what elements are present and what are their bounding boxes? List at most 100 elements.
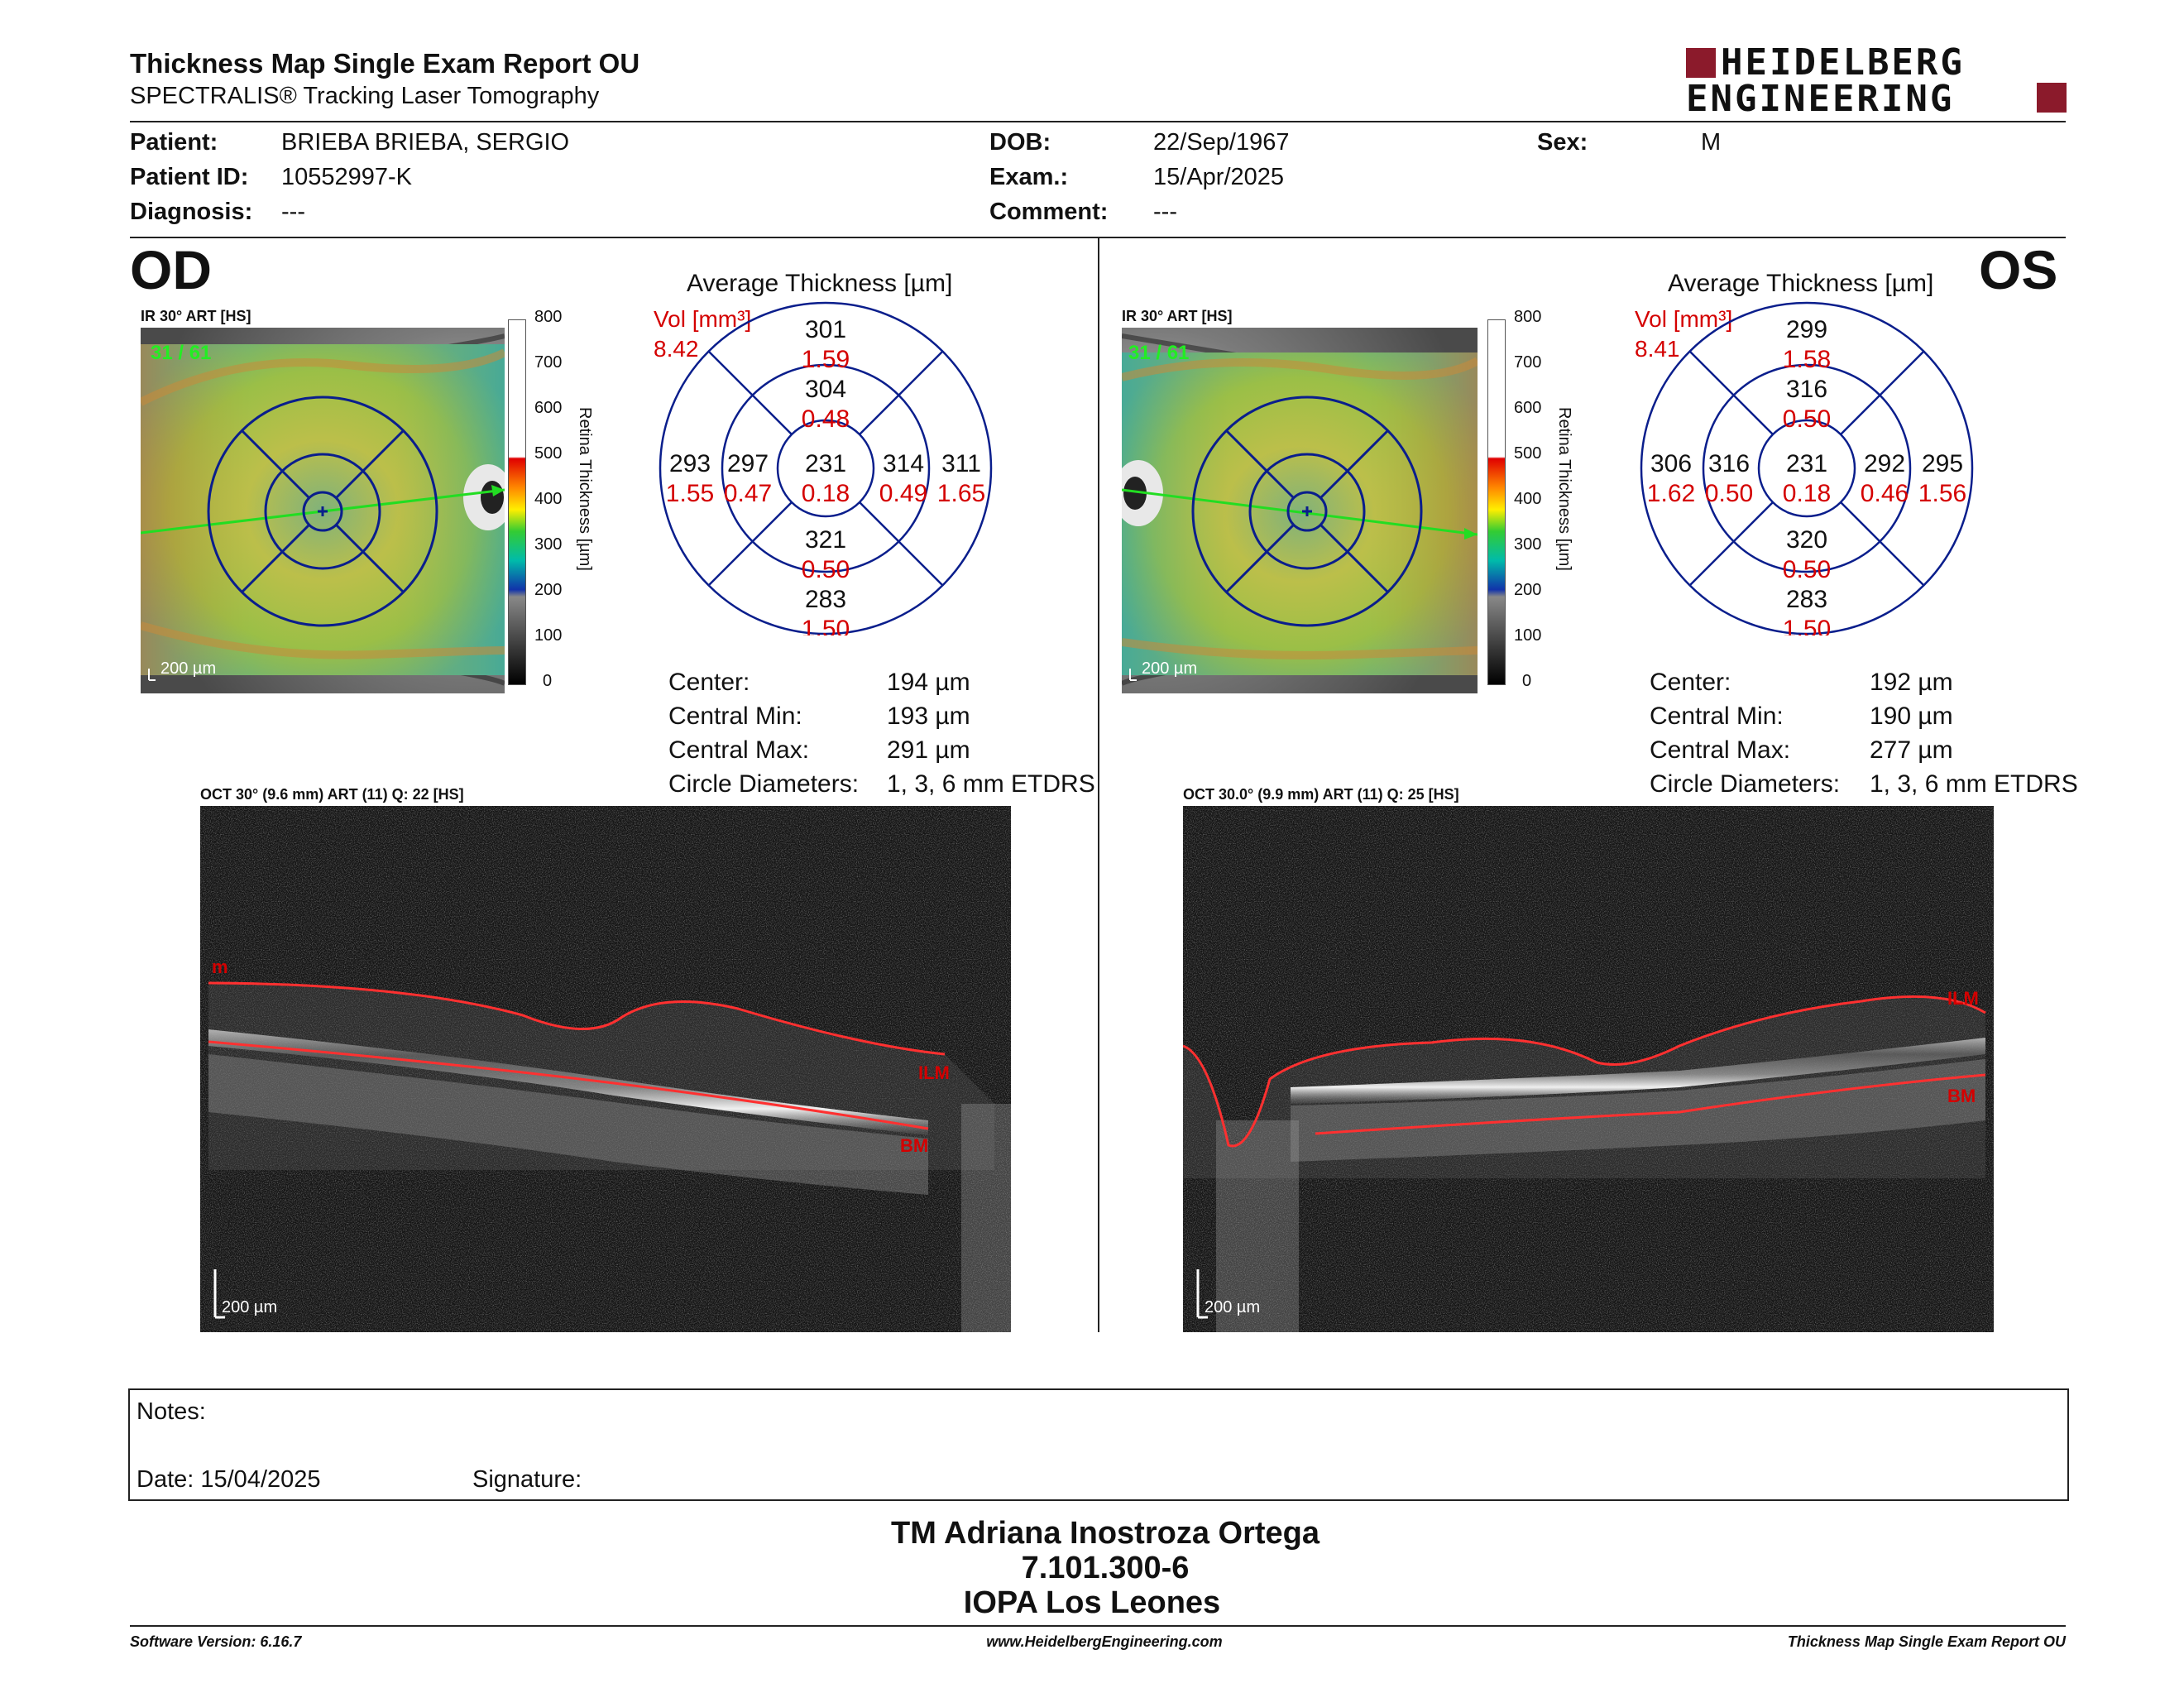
os-bm-line: [1315, 1073, 1986, 1135]
os-stat-label: Central Max:: [1650, 736, 1791, 764]
os-chart-title: Average Thickness [µm]: [1668, 270, 1934, 297]
od-inner-superior-thickness: 304: [805, 376, 846, 403]
exam-value: 15/Apr/2025: [1153, 164, 1285, 190]
os-fundus-scale: 200 µm: [1142, 659, 1197, 678]
od-outer-right-volume: 1.65: [937, 480, 985, 507]
eye-label-od: OD: [130, 239, 212, 300]
od-scan-arrow-icon: [491, 485, 505, 496]
os-scale-bar: [1487, 319, 1506, 685]
od-etdrs-chart: 301 1.59 304 0.48 231 0.18 297 0.47 314 …: [659, 301, 993, 643]
signer-org: IOPA Los Leones: [963, 1585, 1221, 1620]
os-stat-value: 190 µm: [1870, 703, 1953, 730]
od-oct-scale: 200 µm: [222, 1298, 277, 1316]
sex-value: M: [1701, 129, 1722, 156]
od-stat-label: Central Max:: [668, 736, 810, 764]
scale-tick: 600: [534, 399, 563, 417]
os-scan-arrow-icon: [1464, 528, 1478, 539]
od-outer-superior-thickness: 301: [805, 316, 846, 343]
scale-tick: 200: [534, 581, 563, 599]
logo-square-icon: [1686, 48, 1716, 78]
heidelberg-logo: HEIDELBERG ENGINEERING: [1686, 41, 2067, 120]
os-inner-left-thickness: 316: [1708, 450, 1750, 477]
footer-divider: [130, 1625, 2066, 1627]
os-frame-label: 31 / 61: [1128, 342, 1189, 364]
od-vol-label: Vol [mm³]: [654, 306, 752, 332]
os-outer-inferior-thickness: 283: [1786, 586, 1827, 613]
os-center-volume: 0.18: [1783, 480, 1831, 507]
software-version: Software Version: 6.16.7: [130, 1633, 302, 1650]
logo-square-icon: [2037, 83, 2067, 113]
od-bm-line: [208, 1040, 929, 1130]
os-vol-label: Vol [mm³]: [1635, 306, 1733, 332]
scale-tick: 200: [1514, 581, 1542, 599]
os-inner-superior-thickness: 316: [1786, 376, 1827, 403]
scale-tick: 500: [1514, 444, 1542, 463]
scale-tick: 500: [534, 444, 563, 463]
comment-value: ---: [1153, 199, 1177, 225]
od-etdrs-grid-overlay: [207, 396, 438, 627]
patient-id-label: Patient ID:: [130, 164, 249, 190]
date-label: Date: 15/04/2025: [136, 1466, 321, 1493]
os-stat-label: Central Min:: [1650, 703, 1784, 730]
od-inner-right-volume: 0.49: [879, 480, 927, 507]
os-stat-value: 277 µm: [1870, 736, 1953, 764]
os-etdrs-chart: 299 1.58 316 0.50 231 0.18 316 0.50 292 …: [1640, 301, 1974, 643]
os-bm-label: BM: [1947, 1086, 1976, 1106]
od-center-thickness: 231: [805, 450, 846, 477]
logo-text-line2: ENGINEERING: [1686, 78, 1955, 120]
logo-text-line1: HEIDELBERG: [1721, 41, 1965, 84]
od-inner-left-volume: 0.47: [724, 480, 772, 507]
os-stat-value: 192 µm: [1870, 669, 1953, 696]
report-subtitle: SPECTRALIS® Tracking Laser Tomography: [130, 83, 600, 109]
scale-tick: 400: [1514, 490, 1542, 508]
os-inner-left-volume: 0.50: [1705, 480, 1753, 507]
notes-label: Notes:: [136, 1398, 206, 1425]
os-inner-inferior-thickness: 320: [1786, 526, 1827, 554]
os-stat-label: Center:: [1650, 669, 1731, 696]
os-fundus-thickness-map: 31 / 61 200 µm: [1114, 328, 1487, 693]
os-inner-right-volume: 0.46: [1861, 480, 1909, 507]
od-inner-inferior-thickness: 321: [805, 526, 846, 554]
od-vol-value: 8.42: [654, 336, 699, 362]
od-inner-superior-volume: 0.48: [802, 405, 850, 433]
os-center-thickness: 231: [1786, 450, 1827, 477]
od-chart-title: Average Thickness [µm]: [687, 270, 953, 297]
od-ilm-label: ILM: [918, 1062, 950, 1083]
od-fundus-thickness-map: 31 / 61 200 µm: [138, 328, 513, 693]
os-scale-title: Retina Thickness [µm]: [1555, 407, 1573, 571]
od-bm-label: BM: [900, 1135, 928, 1156]
os-inner-inferior-volume: 0.50: [1783, 556, 1831, 583]
sex-label: Sex:: [1537, 129, 1588, 156]
diagnosis-value: ---: [281, 199, 305, 225]
signature-label: Signature:: [472, 1466, 582, 1493]
scale-tick: 100: [1514, 626, 1542, 645]
scale-tick: 300: [534, 535, 563, 554]
patient-label: Patient:: [130, 129, 218, 156]
website-link[interactable]: www.HeidelbergEngineering.com: [986, 1633, 1223, 1650]
eye-divider: [1098, 238, 1099, 1332]
diagnosis-label: Diagnosis:: [130, 199, 253, 225]
od-stat-value: 194 µm: [887, 669, 970, 696]
dob-label: DOB:: [989, 129, 1051, 156]
os-oct-scale: 200 µm: [1205, 1298, 1260, 1316]
os-outer-superior-volume: 1.58: [1783, 346, 1831, 373]
os-oct-label: OCT 30.0° (9.9 mm) ART (11) Q: 25 [HS]: [1183, 786, 1459, 803]
scale-tick: 700: [534, 353, 563, 372]
od-stat-value: 291 µm: [887, 736, 970, 764]
scale-tick: 300: [1514, 535, 1542, 554]
od-inner-right-thickness: 314: [883, 450, 924, 477]
signer-id: 7.101.300-6: [1021, 1551, 1190, 1585]
notes-box[interactable]: Notes: Date: 15/04/2025 Signature:: [128, 1388, 2069, 1501]
scale-tick: 600: [1514, 399, 1542, 417]
scale-tick: 700: [1514, 353, 1542, 372]
comment-label: Comment:: [989, 199, 1109, 225]
od-inner-inferior-volume: 0.50: [802, 556, 850, 583]
os-outer-superior-thickness: 299: [1786, 316, 1827, 343]
od-thickness-scale: 800 700 600 500 400 300 200 100 0 Retina…: [508, 308, 599, 697]
dob-value: 22/Sep/1967: [1153, 129, 1290, 156]
od-ilm-partial-label: m: [212, 957, 228, 977]
os-outer-left-volume: 1.62: [1647, 480, 1695, 507]
os-ilm-label: ILM: [1947, 988, 1979, 1009]
od-stat-label: Central Min:: [668, 703, 802, 730]
patient-id-value: 10552997-K: [281, 164, 413, 190]
